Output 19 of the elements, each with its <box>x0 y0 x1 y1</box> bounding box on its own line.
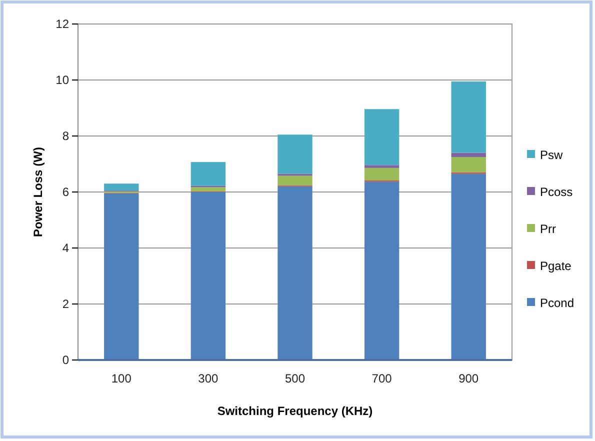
x-axis-title: Switching Frequency (KHz) <box>217 404 373 418</box>
y-tick-label: 6 <box>62 184 70 199</box>
x-tick-label: 100 <box>111 372 132 386</box>
y-tick-label: 12 <box>56 16 70 31</box>
x-tick-label: 500 <box>284 372 306 386</box>
legend-label: Pcond <box>540 296 574 310</box>
y-tick-label: 4 <box>62 240 70 255</box>
x-tick-label: 700 <box>372 372 392 386</box>
legend-label: Pcoss <box>540 185 573 199</box>
legend-label: Pgate <box>540 259 572 273</box>
y-tick-label: 2 <box>62 296 70 311</box>
legend-label: Prr <box>540 222 556 236</box>
x-tick-label: 900 <box>458 372 479 386</box>
y-axis-title: Power Loss (W) <box>31 146 45 238</box>
x-tick-label: 300 <box>198 372 219 386</box>
y-tick-label: 8 <box>62 128 70 143</box>
y-tick-label: 0 <box>62 352 70 367</box>
legend-label: Psw <box>540 148 564 162</box>
y-tick-label: 10 <box>56 72 70 87</box>
